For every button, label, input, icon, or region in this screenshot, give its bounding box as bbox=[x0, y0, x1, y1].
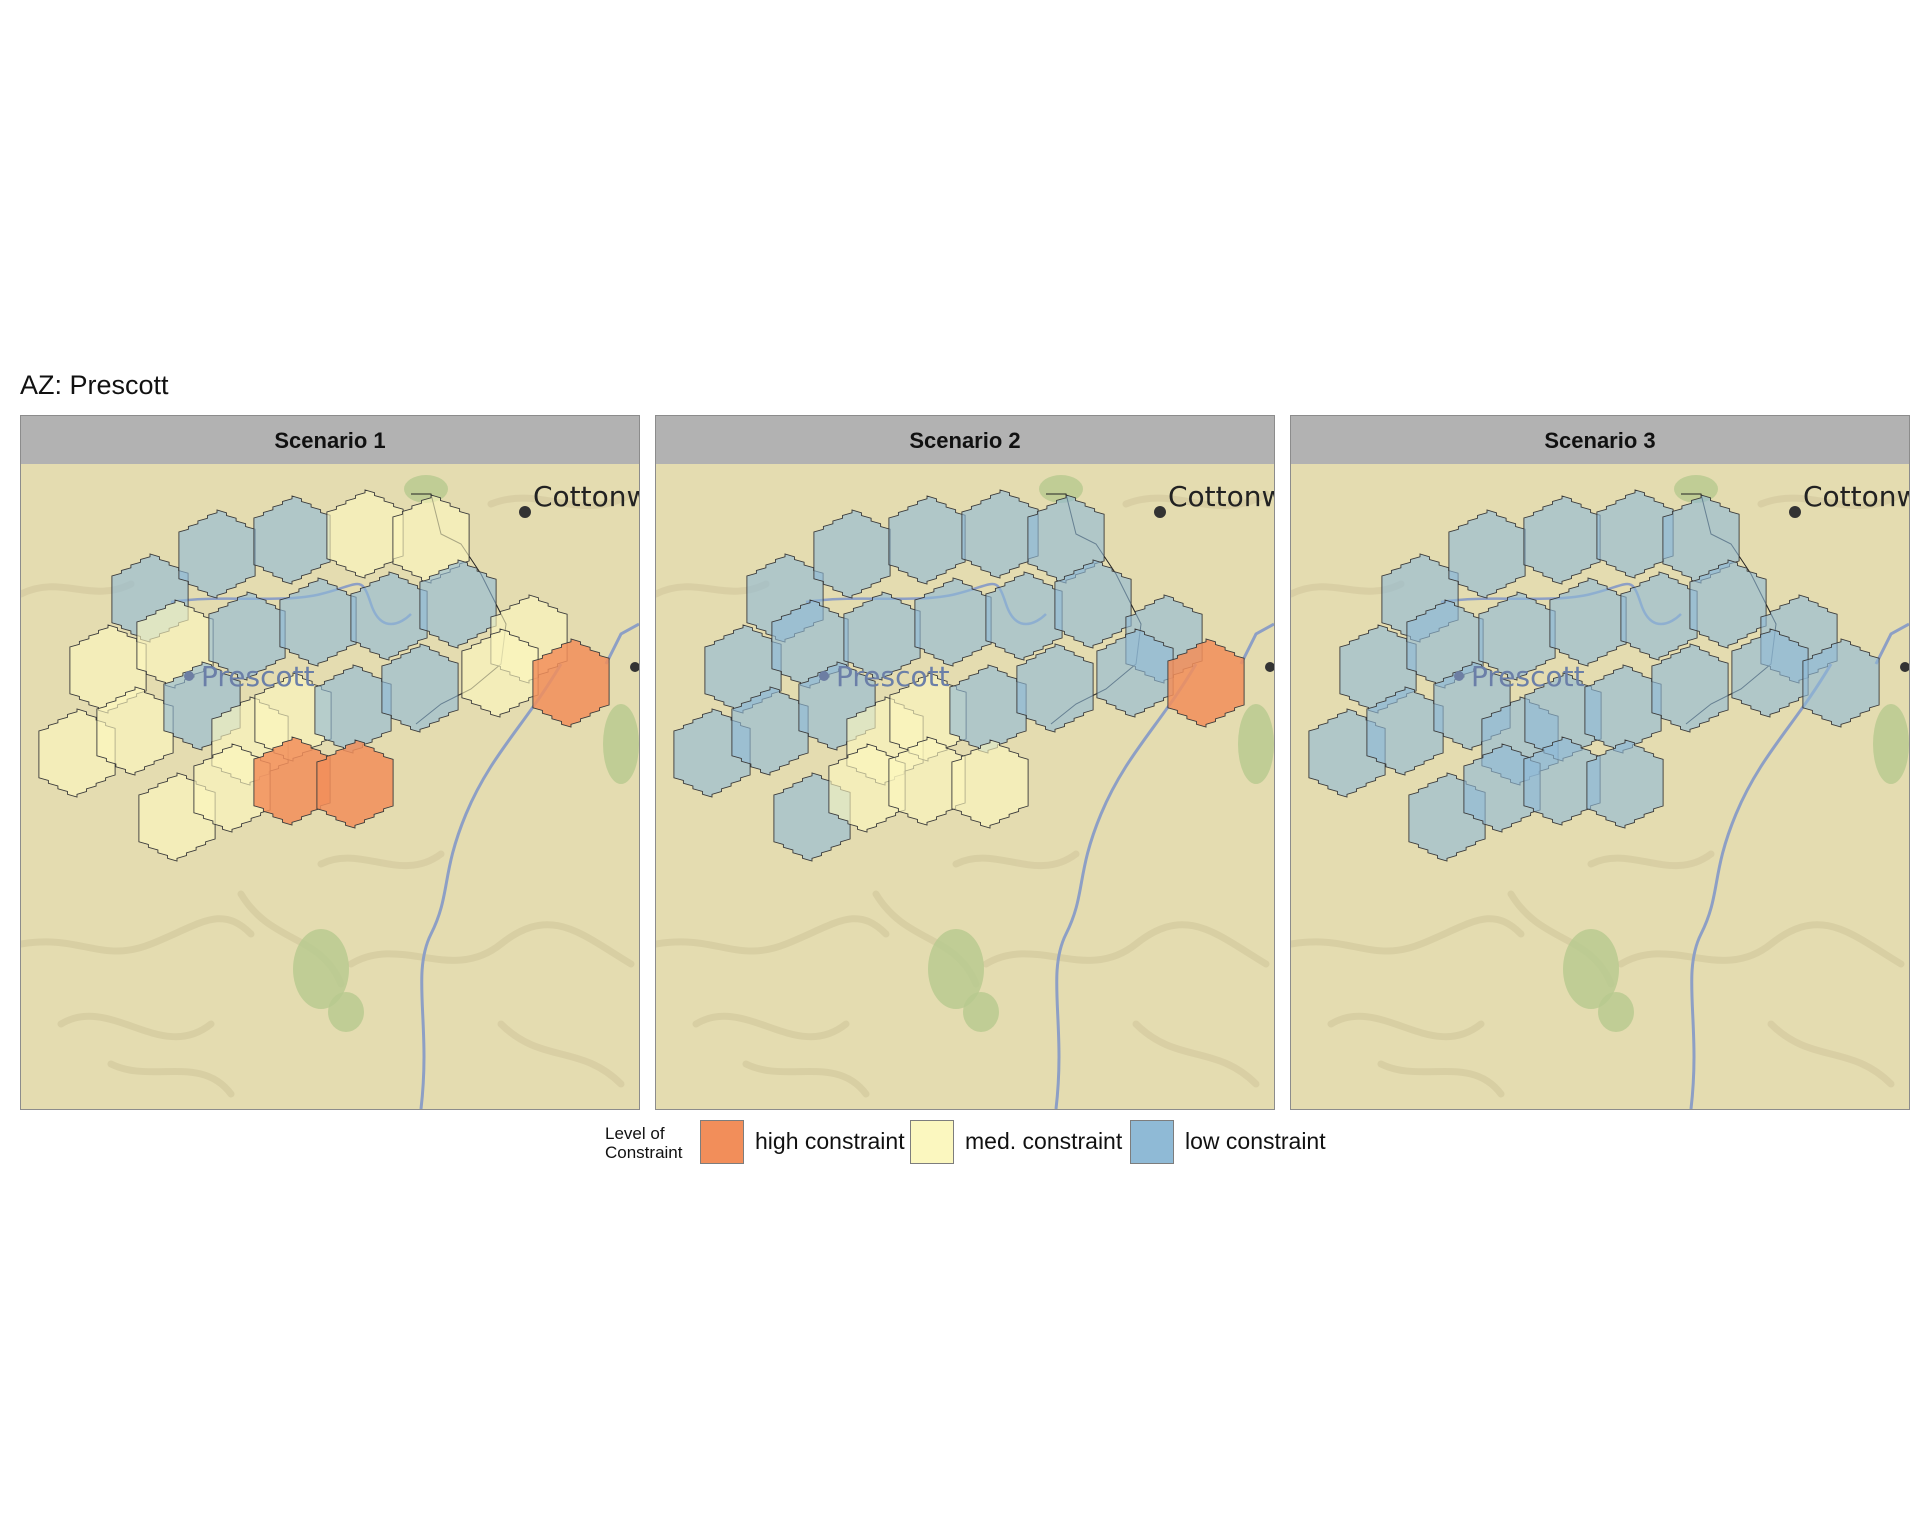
relief-ridge bbox=[692, 1012, 850, 1041]
relief-ridge bbox=[497, 1020, 625, 1088]
constraint-cell-med[interactable] bbox=[951, 739, 1029, 829]
forest-patch bbox=[404, 475, 448, 503]
forest-patch bbox=[1563, 929, 1619, 1009]
relief-ridge bbox=[1587, 850, 1715, 870]
constraint-cells bbox=[673, 489, 1245, 862]
map-panel-scenario-3: Scenario 3 Prescott Cottonwo bbox=[1290, 415, 1910, 1110]
map-svg[interactable]: Prescott Cottonwo bbox=[656, 464, 1274, 1109]
relief-ridge bbox=[1617, 921, 1905, 968]
constraint-cell-low[interactable] bbox=[1651, 643, 1729, 733]
figure-title: AZ: Prescott bbox=[20, 370, 169, 400]
basemap[interactable]: Prescott Cottonwo bbox=[656, 464, 1274, 1109]
city-label-cottonwood: Cottonwo bbox=[533, 480, 639, 513]
town-dot bbox=[1265, 662, 1274, 672]
river-oak-creek bbox=[604, 622, 639, 665]
constraint-cell-low[interactable] bbox=[1096, 628, 1174, 718]
panel-strip: Scenario 1 bbox=[21, 416, 639, 464]
forest-patch bbox=[928, 929, 984, 1009]
legend-key-high bbox=[700, 1120, 744, 1164]
river-verde bbox=[1689, 663, 1833, 1109]
relief-ridge bbox=[742, 1060, 870, 1098]
constraint-cells bbox=[1308, 489, 1880, 862]
river-verde bbox=[1054, 663, 1198, 1109]
relief-ridge bbox=[1122, 490, 1270, 510]
forest-patch bbox=[1238, 704, 1274, 784]
relief-ridge bbox=[952, 850, 1080, 870]
constraint-cell-low[interactable] bbox=[1054, 559, 1132, 649]
legend-title-line: Level of bbox=[605, 1124, 665, 1143]
relief-ridge bbox=[1767, 1020, 1895, 1088]
legend-title: Level of Constraint bbox=[605, 1124, 705, 1162]
relief-ridge bbox=[347, 921, 635, 968]
river-verde bbox=[419, 663, 563, 1109]
legend-key-low bbox=[1130, 1120, 1174, 1164]
legend-label-high: high constraint bbox=[755, 1128, 905, 1154]
prescott-city-dot bbox=[819, 671, 829, 681]
city-label-cottonwood: Cottonwo bbox=[1168, 480, 1274, 513]
city-label-prescott: Prescott bbox=[1471, 660, 1585, 693]
constraint-cell-low[interactable] bbox=[1586, 739, 1664, 829]
constraint-cell-low[interactable] bbox=[1016, 643, 1094, 733]
prescott-city-dot bbox=[184, 671, 194, 681]
cottonwood-city-dot bbox=[1789, 506, 1801, 518]
legend-title-line: Constraint bbox=[605, 1143, 683, 1162]
constraint-cell-med[interactable] bbox=[461, 628, 539, 718]
city-label-cottonwood: Cottonwo bbox=[1803, 480, 1909, 513]
city-label-prescott: Prescott bbox=[201, 660, 315, 693]
relief-ridge bbox=[656, 915, 890, 955]
constraint-cell-low[interactable] bbox=[419, 559, 497, 649]
legend-label-med: med. constraint bbox=[965, 1128, 1123, 1154]
forest-patch bbox=[1598, 992, 1634, 1032]
town-dot bbox=[1900, 662, 1909, 672]
relief-ridge bbox=[1327, 1012, 1485, 1041]
relief-ridge bbox=[1132, 1020, 1260, 1088]
forest-patch bbox=[1873, 704, 1909, 784]
relief-ridge bbox=[982, 921, 1270, 968]
basemap[interactable]: Prescott Cottonwo bbox=[1291, 464, 1909, 1109]
river-oak-creek bbox=[1239, 622, 1274, 665]
constraint-cells bbox=[38, 489, 610, 862]
constraint-cell-high[interactable] bbox=[316, 739, 394, 829]
forest-patch bbox=[328, 992, 364, 1032]
map-panel-scenario-2: Scenario 2 Prescott Cottonwo bbox=[655, 415, 1275, 1110]
river-oak-creek bbox=[1874, 622, 1909, 665]
relief-ridge bbox=[317, 850, 445, 870]
constraint-cell-low[interactable] bbox=[1731, 628, 1809, 718]
panel-strip: Scenario 3 bbox=[1291, 416, 1909, 464]
relief-ridge bbox=[1757, 490, 1905, 510]
cottonwood-city-dot bbox=[519, 506, 531, 518]
relief-ridge bbox=[21, 915, 255, 955]
map-panel-scenario-1: Scenario 1 Prescott Cottonwo bbox=[20, 415, 640, 1110]
map-svg[interactable]: Prescott Cottonwo bbox=[21, 464, 639, 1109]
relief-ridge bbox=[57, 1012, 215, 1041]
basemap[interactable]: Prescott Cottonwo bbox=[21, 464, 639, 1109]
constraint-cell-low[interactable] bbox=[381, 643, 459, 733]
constraint-cell-low[interactable] bbox=[1802, 638, 1880, 728]
forest-patch bbox=[293, 929, 349, 1009]
constraint-cell-high[interactable] bbox=[1167, 638, 1245, 728]
forest-patch bbox=[603, 704, 639, 784]
forest-patch bbox=[1039, 475, 1083, 503]
constraint-cell-low[interactable] bbox=[1689, 559, 1767, 649]
legend-label-low: low constraint bbox=[1185, 1128, 1326, 1154]
relief-ridge bbox=[1291, 915, 1525, 955]
relief-ridge bbox=[107, 1060, 235, 1098]
forest-patch bbox=[963, 992, 999, 1032]
map-svg[interactable]: Prescott Cottonwo bbox=[1291, 464, 1909, 1109]
forest-patch bbox=[1674, 475, 1718, 503]
city-label-prescott: Prescott bbox=[836, 660, 950, 693]
prescott-city-dot bbox=[1454, 671, 1464, 681]
town-dot bbox=[630, 662, 639, 672]
cottonwood-city-dot bbox=[1154, 506, 1166, 518]
constraint-cell-high[interactable] bbox=[532, 638, 610, 728]
relief-ridge bbox=[487, 490, 635, 510]
terrain-relief bbox=[1291, 490, 1905, 1098]
panel-strip: Scenario 2 bbox=[656, 416, 1274, 464]
legend-key-med bbox=[910, 1120, 954, 1164]
relief-ridge bbox=[1377, 1060, 1505, 1098]
